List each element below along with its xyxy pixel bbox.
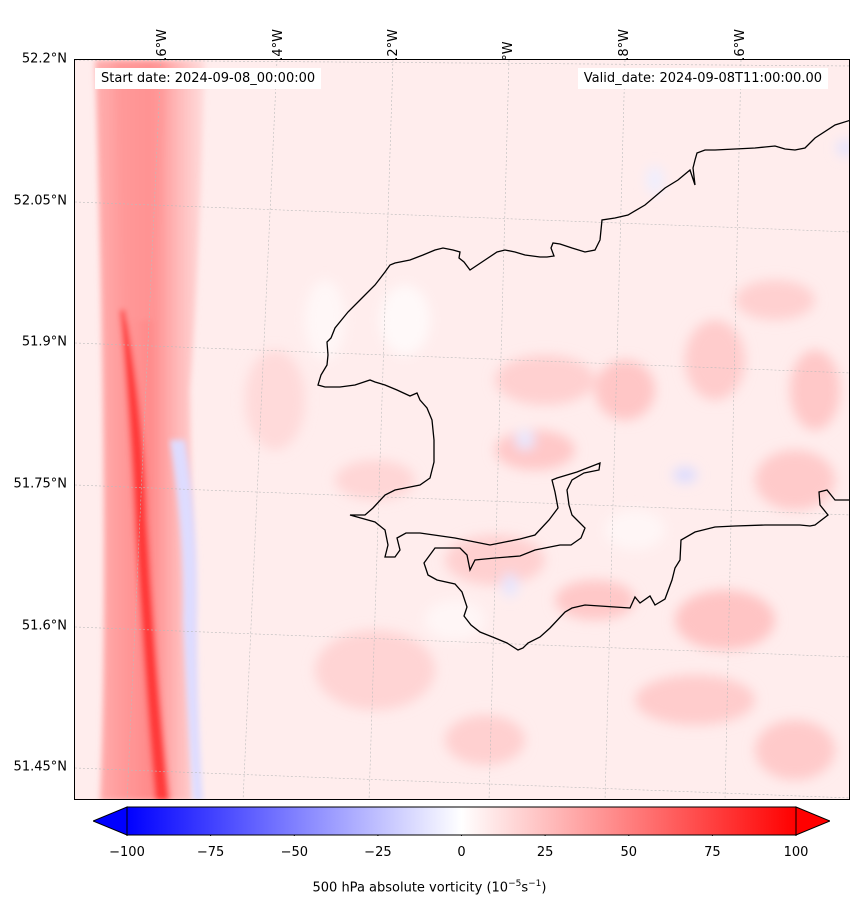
vorticity-band	[95, 60, 205, 799]
lat-label-52-2: 52.2°N	[21, 51, 67, 67]
graticule	[75, 60, 849, 799]
lat-label-51-75: 51.75°N	[13, 476, 67, 492]
colorbar-gradient	[126, 806, 797, 836]
colorbar-extend-high	[795, 806, 830, 836]
colorbar-tick-0: 0	[457, 845, 466, 860]
colorbar-tick-neg25: −25	[364, 845, 392, 860]
vorticity-map	[74, 59, 850, 800]
background-field	[75, 60, 849, 799]
colorbar-label-exp1: −5	[508, 879, 522, 889]
start-date-label: Start date: 2024-09-08_00:00:00	[95, 68, 322, 89]
colorbar-label: 500 hPa absolute vorticity (10−5s−1)	[0, 879, 859, 895]
lat-label-51-45: 51.45°N	[13, 759, 67, 775]
lat-label-52-05: 52.05°N	[13, 193, 67, 209]
field-patches	[245, 140, 849, 780]
colorbar-tick-75: 75	[704, 845, 721, 860]
colorbar-tick-25: 25	[536, 845, 554, 860]
colorbar	[93, 806, 830, 836]
colorbar-label-end: )	[541, 880, 547, 896]
colorbar-tick-100: 100	[783, 845, 809, 860]
colorbar-tick-50: 50	[620, 845, 638, 860]
colorbar-tick-neg100: −100	[109, 845, 145, 860]
coastline	[317, 119, 849, 651]
lat-label-51-6: 51.6°N	[21, 618, 67, 634]
lat-label-51-9: 51.9°N	[21, 334, 67, 350]
colorbar-tick-marks	[126, 835, 797, 836]
colorbar-tick-neg50: −50	[280, 845, 309, 860]
valid-date-label: Valid_date: 2024-09-08T11:00:00.00	[577, 68, 828, 89]
colorbar-label-text: 500 hPa absolute vorticity (10	[312, 880, 509, 896]
vorticity-field	[75, 60, 849, 799]
colorbar-label-exp2: −1	[528, 879, 542, 889]
negative-vorticity-strip	[170, 440, 203, 799]
colorbar-extend-low	[93, 806, 128, 836]
colorbar-tick-neg75: −75	[196, 845, 225, 860]
colorbar-label-mid: s	[521, 880, 529, 896]
